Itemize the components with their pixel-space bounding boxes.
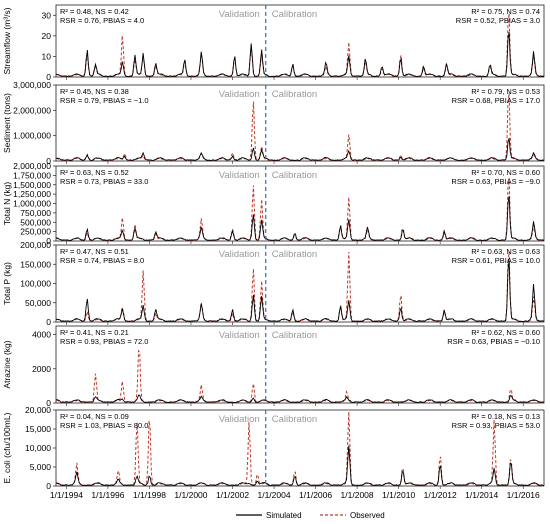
calibration-label: Calibration	[272, 170, 317, 181]
y-tick-label: 0	[46, 236, 51, 246]
legend-simulated-label: Simulated	[266, 511, 302, 520]
y-axis-label: Total P (kg)	[2, 262, 12, 305]
legend-observed-label: Observed	[350, 511, 385, 520]
y-tick-label: 1,000,000	[13, 131, 51, 141]
stats-left-line2: RSR = 0.76, PBIAS = 4.0	[60, 16, 144, 25]
y-tick-label: 10,000	[25, 443, 51, 453]
simulated-series-line	[55, 394, 544, 403]
y-tick-label: 2,000,000	[13, 105, 51, 115]
y-tick-label: 10	[42, 51, 52, 61]
validation-label: Validation	[219, 9, 260, 20]
stats-right-line2: RSR = 0.63, PBIAS = −0.10	[447, 337, 540, 346]
y-axis-label: Total N (kg)	[2, 182, 12, 226]
stats-left-line2: RSR = 1.03, PBIAS = 80.0	[60, 421, 148, 430]
simulated-series-line	[55, 445, 545, 487]
y-tick-label: 50,000	[25, 298, 51, 308]
stats-left-line1: R² = 0.41, NS = 0.21	[60, 328, 129, 337]
validation-label: Validation	[219, 170, 260, 181]
x-tick-label: 1/1/2000	[174, 490, 207, 500]
y-tick-label: 100,000	[20, 279, 51, 289]
x-tick-label: 1/1/1996	[91, 490, 124, 500]
observed-series-line	[55, 349, 545, 404]
x-tick-label: 1/1/2004	[257, 490, 290, 500]
stats-left-line2: RSR = 0.79, PBIAS = −1.0	[60, 96, 149, 105]
stats-left-line1: R² = 0.48, NS = 0.42	[60, 7, 129, 16]
x-tick-label: 1/1/2002	[216, 490, 249, 500]
y-tick-label: 1,750,000	[13, 170, 51, 180]
calibration-label: Calibration	[272, 89, 317, 100]
stats-right-line2: RSR = 0.61, PBIAS = 10.0	[452, 256, 540, 265]
x-tick-label: 1/1/1994	[50, 490, 83, 500]
y-tick-label: 0	[46, 317, 51, 327]
y-axis-label: Atrazine (kg)	[2, 340, 12, 388]
y-tick-label: 0	[46, 481, 51, 491]
simulated-series-line	[55, 260, 545, 322]
simulated-series-line	[55, 31, 545, 78]
y-tick-label: 750,000	[20, 208, 51, 218]
y-tick-label: 500,000	[20, 217, 51, 227]
y-tick-label: 3,000,000	[13, 80, 51, 90]
validation-label: Validation	[219, 89, 260, 100]
stats-right-line1: R² = 0.79, NS = 0.53	[471, 87, 540, 96]
stats-left-line1: R² = 0.04, NS = 0.09	[60, 412, 129, 421]
stats-left-line2: RSR = 0.93, PBIAS = 72.0	[60, 337, 148, 346]
x-tick-label: 1/1/2008	[341, 490, 374, 500]
y-tick-label: 200,000	[20, 240, 51, 250]
observed-series-line	[55, 178, 545, 242]
stats-right-line1: R² = 0.75, NS = 0.74	[471, 7, 540, 16]
panel-frame	[55, 84, 545, 162]
y-axis-label: E. coli (cfu/100mL)	[2, 412, 12, 483]
y-tick-label: 1,500,000	[13, 180, 51, 190]
y-tick-label: 0	[46, 398, 51, 408]
stats-left-line1: R² = 0.47, NS = 0.51	[60, 247, 129, 256]
stats-left-line1: R² = 0.63, NS = 0.52	[60, 168, 129, 177]
stats-right-line1: R² = 0.62, NS = 0.60	[471, 328, 540, 337]
stats-left-line1: R² = 0.45, NS = 0.38	[60, 87, 129, 96]
y-tick-label: 20,000	[25, 405, 51, 415]
y-tick-label: 0	[46, 72, 51, 82]
stats-left-line2: RSR = 0.73, PBIAS = 33.0	[60, 177, 148, 186]
calibration-label: Calibration	[272, 9, 317, 20]
x-tick-label: 1/1/1998	[133, 490, 166, 500]
stats-right-line1: R² = 0.63, NS = 0.63	[471, 247, 540, 256]
x-tick-label: 1/1/2016	[507, 490, 540, 500]
calibration-label: Calibration	[272, 414, 317, 425]
stats-right-line1: R² = 0.18, NS = 0.13	[471, 412, 540, 421]
stats-right-line2: RSR = 0.68, PBIAS = 17.0	[452, 96, 540, 105]
x-tick-label: 1/1/2010	[382, 490, 415, 500]
calibration-label: Calibration	[272, 249, 317, 260]
y-tick-label: 2000	[32, 364, 51, 374]
x-tick-label: 1/1/2014	[465, 490, 498, 500]
validation-label: Validation	[219, 330, 260, 341]
stats-right-line2: RSR = 0.52, PBIAS = 3.0	[456, 16, 540, 25]
y-tick-label: 1,000,000	[13, 199, 51, 209]
y-tick-label: 30	[42, 10, 52, 20]
y-tick-label: 250,000	[20, 227, 51, 237]
y-tick-label: 150,000	[20, 259, 51, 269]
y-tick-label: 0	[46, 156, 51, 166]
stats-left-line2: RSR = 0.74, PBIAS = 8.0	[60, 256, 144, 265]
stats-right-line2: RSR = 0.93, PBIAS = 53.0	[452, 421, 540, 430]
y-axis-label: Streamflow (m³/s)	[2, 7, 12, 74]
y-tick-label: 4000	[32, 330, 51, 340]
panel-frame	[55, 325, 545, 404]
x-tick-label: 1/1/2006	[299, 490, 332, 500]
y-tick-label: 20	[42, 31, 52, 41]
y-tick-label: 15,000	[25, 424, 51, 434]
simulated-series-line	[56, 196, 545, 242]
y-tick-label: 5,000	[30, 462, 52, 472]
simulated-series-line	[55, 137, 545, 162]
validation-label: Validation	[219, 414, 260, 425]
x-tick-label: 1/1/2012	[424, 490, 457, 500]
y-axis-label: Sediment (tons)	[2, 93, 12, 153]
y-tick-label: 1,250,000	[13, 189, 51, 199]
validation-label: Validation	[219, 249, 260, 260]
panel-frame	[55, 4, 545, 78]
stats-right-line1: R² = 0.70, NS = 0.60	[471, 168, 540, 177]
y-tick-label: 2,000,000	[13, 161, 51, 171]
stats-right-line2: RSR = 0.63, PBIAS = −9.0	[451, 177, 540, 186]
calibration-label: Calibration	[272, 330, 317, 341]
